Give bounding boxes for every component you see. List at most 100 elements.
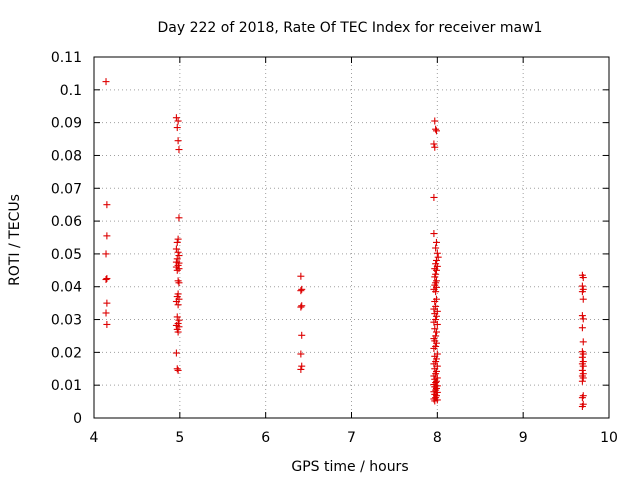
data-point	[430, 140, 438, 148]
grid-lines	[94, 57, 609, 418]
data-point	[433, 249, 441, 257]
data-point	[579, 315, 587, 323]
data-point	[579, 362, 587, 370]
data-point	[434, 253, 442, 261]
data-point	[579, 295, 587, 303]
data-point	[297, 350, 305, 358]
data-point	[578, 312, 586, 320]
data-point	[432, 266, 440, 274]
y-axis-tick-labels: 0 0.01 0.02 0.03 0.04 0.05 0.06 0.07 0.08 0.09 0.1…	[51, 50, 82, 427]
data-point	[431, 397, 439, 405]
data-point	[298, 285, 306, 293]
data-point	[432, 238, 440, 246]
data-point	[175, 214, 183, 222]
data-point	[298, 362, 306, 370]
data-point	[579, 274, 587, 282]
data-point	[578, 394, 586, 402]
data-point	[172, 245, 180, 253]
data-point	[174, 235, 182, 243]
x-axis-label: GPS time / hours	[291, 459, 408, 475]
data-point	[174, 117, 182, 125]
data-point	[298, 331, 306, 339]
data-point	[173, 124, 181, 132]
y-tick-label: 0.03	[51, 313, 82, 329]
data-point	[433, 320, 441, 328]
data-point	[174, 301, 182, 309]
data-point	[175, 265, 183, 273]
x-tick-label: 10	[600, 430, 618, 446]
data-point	[103, 232, 111, 240]
data-point	[297, 365, 305, 373]
data-point	[430, 230, 438, 238]
data-point	[579, 338, 587, 346]
data-point	[102, 78, 110, 86]
data-point	[432, 244, 440, 252]
plot-frame	[93, 56, 610, 419]
data-point	[174, 137, 182, 145]
y-tick-label: 0.11	[51, 50, 82, 66]
x-tick-label: 4	[90, 430, 99, 446]
data-point	[430, 344, 438, 352]
data-point	[173, 365, 181, 373]
data-point	[173, 238, 181, 246]
data-point	[431, 383, 439, 391]
data-point	[174, 366, 182, 374]
data-point	[103, 320, 111, 328]
data-point	[297, 303, 305, 311]
y-tick-label: 0.09	[51, 116, 82, 132]
data-point	[431, 265, 439, 273]
chart-title: Day 222 of 2018, Rate Of TEC Index for r…	[158, 20, 543, 36]
data-point	[172, 297, 180, 305]
data-point	[578, 353, 586, 361]
data-point	[431, 143, 439, 151]
data-points	[102, 78, 587, 411]
data-point	[175, 146, 183, 154]
data-point	[579, 350, 587, 358]
data-point	[173, 266, 181, 274]
data-point	[102, 276, 110, 284]
x-tick-label: 8	[433, 430, 442, 446]
data-point	[173, 255, 181, 263]
data-point	[297, 287, 305, 295]
data-point	[174, 328, 182, 336]
data-point	[103, 275, 111, 283]
x-tick-label: 6	[261, 430, 270, 446]
data-point	[175, 279, 183, 287]
data-point	[578, 288, 586, 296]
data-point	[431, 273, 439, 281]
data-point	[431, 390, 439, 398]
y-tick-label: 0.1	[60, 83, 82, 99]
data-point	[173, 313, 181, 321]
y-tick-label: 0.04	[51, 280, 82, 296]
data-point	[172, 349, 180, 357]
y-tick-label: 0.02	[51, 345, 82, 361]
x-tick-label: 7	[347, 430, 356, 446]
data-point	[174, 248, 182, 256]
y-tick-label: 0	[73, 411, 82, 427]
data-point	[432, 328, 440, 336]
y-tick-label: 0.08	[51, 148, 82, 164]
y-axis-label: ROTI / TECUs	[7, 194, 23, 286]
y-tick-label: 0.06	[51, 214, 82, 230]
data-point	[102, 309, 110, 317]
data-point	[175, 252, 183, 260]
data-point	[172, 114, 180, 122]
data-point	[432, 339, 440, 347]
data-point	[431, 297, 439, 305]
data-point	[432, 125, 440, 133]
x-axis-tick-labels: 4 5 6 7 8 9 10	[90, 430, 618, 446]
data-point	[102, 250, 110, 258]
data-point	[578, 377, 586, 385]
data-point	[431, 117, 439, 125]
data-point	[430, 193, 438, 201]
y-tick-label: 0.07	[51, 181, 82, 197]
data-point	[103, 201, 111, 209]
y-tick-label: 0.01	[51, 378, 82, 394]
data-point	[297, 272, 305, 280]
data-point	[578, 324, 586, 332]
data-point	[431, 325, 439, 333]
data-point	[432, 127, 440, 135]
x-tick-label: 9	[519, 430, 528, 446]
data-point	[432, 288, 440, 296]
